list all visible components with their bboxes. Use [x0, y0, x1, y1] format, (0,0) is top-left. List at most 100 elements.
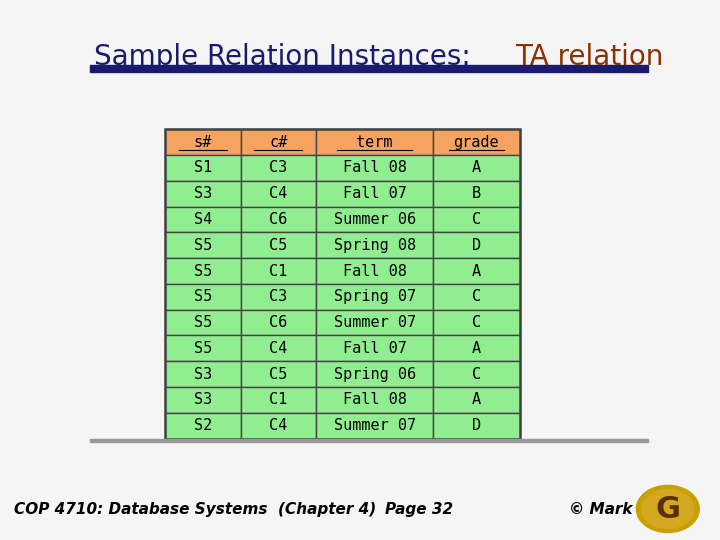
Bar [166, 129, 240, 155]
Text: S5: S5 [194, 341, 212, 356]
Bar [433, 310, 520, 335]
Text: Summer 06: Summer 06 [333, 212, 415, 227]
Bar [316, 232, 433, 258]
Bar [166, 155, 240, 181]
Text: COP 4710: Database Systems  (Chapter 4): COP 4710: Database Systems (Chapter 4) [14, 502, 377, 517]
Text: S5: S5 [194, 238, 212, 253]
Text: S3: S3 [194, 367, 212, 382]
Text: Spring 07: Spring 07 [333, 289, 415, 305]
Bar [166, 284, 240, 310]
Text: Spring 06: Spring 06 [333, 367, 415, 382]
Bar [166, 258, 240, 284]
Bar [316, 207, 433, 232]
Text: D: D [472, 238, 481, 253]
Text: G: G [655, 496, 680, 524]
Bar [240, 413, 316, 438]
Text: C6: C6 [269, 315, 287, 330]
Bar [166, 129, 520, 438]
Bar [433, 155, 520, 181]
Text: C: C [472, 367, 481, 382]
Bar [316, 129, 433, 155]
Bar [90, 65, 648, 72]
Bar [433, 129, 520, 155]
Text: C4: C4 [269, 186, 287, 201]
Bar [240, 361, 316, 387]
Text: A: A [472, 264, 481, 279]
Text: D: D [472, 418, 481, 433]
Bar [240, 284, 316, 310]
Text: Fall 08: Fall 08 [343, 264, 407, 279]
Text: Summer 07: Summer 07 [333, 418, 415, 433]
Text: S1: S1 [194, 160, 212, 176]
Bar [433, 284, 520, 310]
Bar [316, 413, 433, 438]
Text: C3: C3 [269, 289, 287, 305]
Bar [316, 335, 433, 361]
Text: C: C [472, 289, 481, 305]
Bar [316, 284, 433, 310]
Text: Fall 07: Fall 07 [343, 341, 407, 356]
Bar [240, 232, 316, 258]
Bar [433, 413, 520, 438]
Bar [166, 310, 240, 335]
Text: S5: S5 [194, 289, 212, 305]
Text: S4: S4 [194, 212, 212, 227]
Text: A: A [472, 160, 481, 176]
Text: Fall 08: Fall 08 [343, 160, 407, 176]
Circle shape [642, 489, 694, 529]
Text: Fall 08: Fall 08 [343, 393, 407, 408]
Bar [166, 387, 240, 413]
Bar [433, 181, 520, 207]
Text: © Mark: © Mark [569, 502, 632, 517]
Bar [316, 361, 433, 387]
Bar [240, 155, 316, 181]
Bar [433, 335, 520, 361]
Bar [240, 258, 316, 284]
Bar [240, 129, 316, 155]
Bar [316, 310, 433, 335]
Bar [433, 207, 520, 232]
Text: grade: grade [454, 134, 499, 150]
Text: c#: c# [269, 134, 287, 150]
Bar [166, 335, 240, 361]
Bar [166, 361, 240, 387]
Text: S5: S5 [194, 315, 212, 330]
Bar [90, 440, 648, 442]
Text: C6: C6 [269, 212, 287, 227]
Text: C4: C4 [269, 418, 287, 433]
Text: Spring 08: Spring 08 [333, 238, 415, 253]
Text: term: term [356, 134, 393, 150]
Text: S3: S3 [194, 393, 212, 408]
Bar [166, 413, 240, 438]
Text: C5: C5 [269, 238, 287, 253]
Text: s#: s# [194, 134, 212, 150]
Text: A: A [472, 393, 481, 408]
Bar [240, 387, 316, 413]
Text: C: C [472, 315, 481, 330]
Text: C1: C1 [269, 393, 287, 408]
Text: C5: C5 [269, 367, 287, 382]
Bar [316, 387, 433, 413]
Bar [316, 258, 433, 284]
Text: C1: C1 [269, 264, 287, 279]
Bar [166, 232, 240, 258]
Text: Fall 07: Fall 07 [343, 186, 407, 201]
Bar [240, 335, 316, 361]
Text: S5: S5 [194, 264, 212, 279]
Text: Sample Relation Instances:: Sample Relation Instances: [94, 43, 480, 71]
Text: C4: C4 [269, 341, 287, 356]
Bar [433, 361, 520, 387]
Text: S2: S2 [194, 418, 212, 433]
Bar [316, 181, 433, 207]
Bar [433, 232, 520, 258]
Bar [433, 387, 520, 413]
Text: S3: S3 [194, 186, 212, 201]
Bar [240, 207, 316, 232]
Text: B: B [472, 186, 481, 201]
Text: TA relation: TA relation [515, 43, 663, 71]
Text: C: C [472, 212, 481, 227]
Circle shape [636, 485, 699, 532]
Text: Page 32: Page 32 [385, 502, 454, 517]
Bar [240, 310, 316, 335]
Bar [316, 155, 433, 181]
